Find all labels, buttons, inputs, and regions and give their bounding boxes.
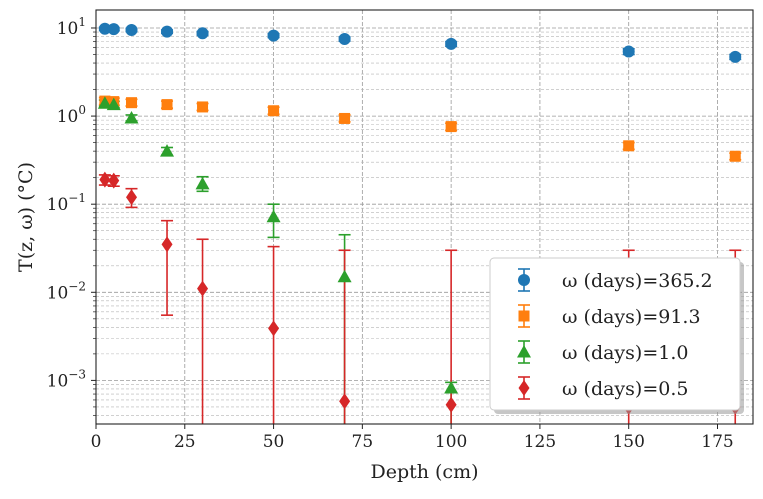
data-point bbox=[196, 27, 209, 40]
x-tick-label: 25 bbox=[174, 432, 196, 452]
data-point bbox=[195, 176, 210, 190]
legend-label: ω (days)=0.5 bbox=[562, 378, 688, 400]
x-tick-label: 175 bbox=[701, 432, 733, 452]
data-point bbox=[161, 236, 173, 253]
data-markers bbox=[97, 22, 742, 415]
data-point bbox=[160, 144, 175, 157]
data-point bbox=[268, 105, 280, 117]
data-point bbox=[339, 112, 351, 124]
legend-marker bbox=[518, 274, 530, 286]
legend-label: ω (days)=91.3 bbox=[562, 306, 701, 328]
y-tick-label: 10−2 bbox=[47, 279, 86, 303]
x-tick-label: 0 bbox=[91, 432, 102, 452]
axis-ticks: 0 25 50 75 100 125 150 175 10−3 10−2 10−1 100 101 bbox=[47, 15, 734, 452]
data-point bbox=[99, 171, 111, 188]
x-axis-label: Depth (cm) bbox=[370, 461, 478, 483]
data-point bbox=[98, 22, 111, 35]
y-tick-label: 10−3 bbox=[47, 367, 86, 391]
data-point bbox=[161, 25, 174, 38]
y-axis-label: T(z, ω) (°C) bbox=[15, 162, 37, 272]
y-tick-label: 10−1 bbox=[47, 191, 86, 215]
x-tick-label: 100 bbox=[435, 432, 467, 452]
data-point bbox=[338, 32, 351, 45]
data-point bbox=[97, 96, 112, 109]
data-point bbox=[623, 140, 635, 152]
x-tick-label: 75 bbox=[352, 432, 374, 452]
x-tick-label: 150 bbox=[612, 432, 644, 452]
data-point bbox=[125, 23, 138, 36]
y-tick-label: 100 bbox=[57, 103, 86, 127]
data-point bbox=[124, 111, 139, 124]
data-point bbox=[197, 280, 209, 297]
x-tick-label: 125 bbox=[524, 432, 556, 452]
y-tick-label: 101 bbox=[57, 15, 86, 39]
x-tick-label: 50 bbox=[263, 432, 285, 452]
data-point bbox=[445, 37, 458, 50]
legend: ω (days)=365.2 ω (days)=91.3 ω (days)=1.0 ω… bbox=[489, 257, 744, 414]
data-point bbox=[106, 97, 121, 111]
legend-label: ω (days)=1.0 bbox=[562, 342, 688, 364]
data-point bbox=[197, 101, 209, 113]
data-point bbox=[266, 209, 281, 223]
data-point bbox=[337, 269, 352, 283]
data-point bbox=[161, 99, 173, 111]
data-point bbox=[108, 172, 120, 189]
legend-marker bbox=[518, 310, 530, 322]
data-point bbox=[268, 320, 280, 337]
data-point bbox=[107, 23, 120, 36]
data-point bbox=[444, 380, 459, 394]
data-point bbox=[445, 121, 457, 133]
legend-box bbox=[489, 257, 741, 411]
data-point bbox=[126, 97, 138, 109]
data-point bbox=[267, 29, 280, 42]
legend-marker bbox=[518, 380, 530, 396]
data-point bbox=[339, 393, 351, 410]
data-point bbox=[729, 150, 741, 162]
data-point bbox=[622, 45, 635, 58]
data-point bbox=[445, 396, 457, 413]
data-point bbox=[729, 50, 742, 63]
legend-marker bbox=[517, 345, 531, 358]
legend-label: ω (days)=365.2 bbox=[562, 270, 713, 292]
data-point bbox=[126, 189, 138, 206]
plot-frame bbox=[95, 9, 754, 425]
